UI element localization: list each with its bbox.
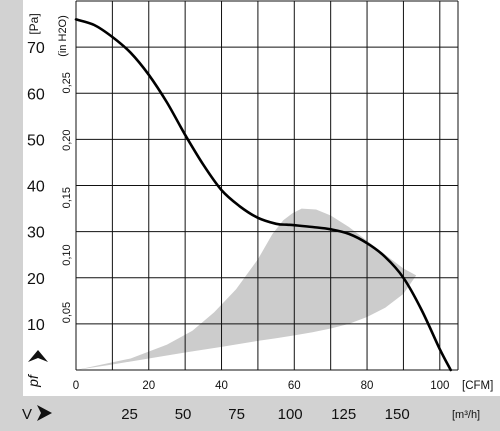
x-tick-label: 40 bbox=[215, 380, 228, 392]
x2-tick-label: 150 bbox=[385, 406, 410, 423]
y-axis-label: pf bbox=[25, 373, 41, 388]
x2-tick-label: 50 bbox=[175, 406, 192, 423]
grid-layer bbox=[75, 0, 459, 371]
y-tick-label: 60 bbox=[27, 86, 45, 103]
x2-tick-label: 100 bbox=[278, 406, 303, 423]
x-tick-label: 100 bbox=[430, 380, 449, 392]
y2-axis: (in H2O) 0,05 0,10 0,15 0,20 0,25 bbox=[57, 15, 73, 323]
y2-tick-label: 0,05 bbox=[61, 302, 73, 323]
y-axis: [Pa] 10 20 30 40 50 60 70 pf bbox=[25, 13, 48, 388]
y2-tick-label: 0,15 bbox=[61, 187, 73, 208]
y-axis-band bbox=[0, 0, 23, 431]
y-tick-label: 70 bbox=[27, 40, 45, 57]
y2-unit-label: (in H2O) bbox=[57, 15, 69, 57]
pressure-curve bbox=[74, 18, 452, 372]
x-unit-label: [CFM] bbox=[462, 380, 493, 392]
y-tick-label: 10 bbox=[27, 317, 45, 334]
x2-axis-band bbox=[0, 396, 500, 431]
x2-axis: V 25 50 75 100 125 150 [m³/h] bbox=[22, 405, 480, 423]
y-tick-label: 20 bbox=[27, 271, 45, 288]
x2-axis-label: V bbox=[22, 406, 32, 423]
y-arrow-icon bbox=[28, 350, 48, 362]
y-tick-label: 40 bbox=[27, 179, 45, 196]
x-axis: 0 20 40 60 80 100 [CFM] bbox=[73, 380, 494, 392]
x-tick-label: 20 bbox=[142, 380, 155, 392]
x2-tick-label: 75 bbox=[228, 406, 245, 423]
x2-tick-label: 125 bbox=[331, 406, 356, 423]
y-tick-label: 50 bbox=[27, 132, 45, 149]
x2-unit-label: [m³/h] bbox=[452, 409, 480, 421]
y-unit-label: [Pa] bbox=[27, 13, 41, 34]
x-tick-label: 0 bbox=[73, 380, 79, 392]
y2-tick-label: 0,25 bbox=[61, 72, 73, 93]
y-tick-labels: 10 20 30 40 50 60 70 bbox=[27, 40, 45, 334]
x-tick-labels: 0 20 40 60 80 100 bbox=[73, 380, 450, 392]
x2-tick-label: 25 bbox=[121, 406, 138, 423]
x2-arrow-icon bbox=[37, 405, 52, 421]
curve-layer bbox=[74, 18, 452, 372]
y2-tick-labels: 0,05 0,10 0,15 0,20 0,25 bbox=[61, 72, 73, 323]
y2-tick-label: 0,10 bbox=[61, 244, 73, 265]
y2-tick-label: 0,20 bbox=[61, 129, 73, 150]
y-tick-label: 30 bbox=[27, 225, 45, 242]
x2-tick-labels: 25 50 75 100 125 150 bbox=[121, 406, 410, 423]
x-tick-label: 80 bbox=[361, 380, 374, 392]
x-tick-label: 60 bbox=[288, 380, 301, 392]
